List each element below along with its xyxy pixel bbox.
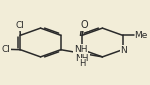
Text: Cl: Cl [1,45,10,54]
Text: H: H [79,59,85,68]
Text: Me: Me [135,31,148,40]
Text: NH: NH [74,45,88,54]
Text: O: O [80,20,88,30]
Text: NH: NH [75,54,89,63]
Text: N: N [120,46,127,55]
Text: Cl: Cl [15,21,24,30]
